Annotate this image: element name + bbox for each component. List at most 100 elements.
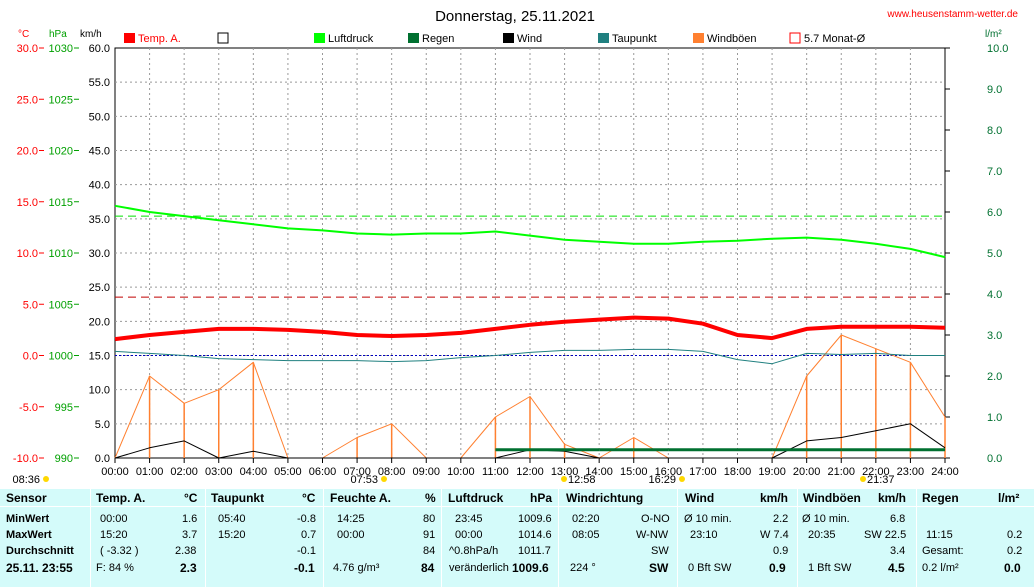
time-tick-label: 12:00	[516, 466, 544, 478]
rain-tick-label: 5.0	[987, 248, 1002, 260]
press-tick-label: 1025	[49, 94, 73, 106]
legend-label: Regen	[422, 33, 454, 45]
legend-label: 5.7 Monat-Ø	[804, 33, 866, 45]
rain-tick-label: 9.0	[987, 84, 1002, 96]
hum-avg: 84	[423, 545, 436, 557]
marker-label: 12:58	[568, 474, 596, 486]
legend-swatch	[124, 33, 135, 43]
legend-swatch	[314, 33, 325, 43]
gust-cur-note: 1 Bft SW	[808, 562, 852, 574]
temp-tick-label: -10.0	[13, 453, 38, 465]
time-tick-label: 23:00	[897, 466, 925, 478]
chart-title: Donnerstag, 25.11.2021	[435, 8, 595, 25]
hum-min-time: 14:25	[337, 513, 365, 525]
time-tick-label: 20:00	[793, 466, 821, 478]
weather-chart: Donnerstag, 25.11.2021 www.heusenstamm-w…	[12, 8, 1018, 486]
press-tick-label: 1030	[49, 43, 73, 55]
legend-swatch	[217, 32, 229, 44]
label-max: MaxWert	[6, 529, 52, 541]
marker-label: 08:36	[12, 474, 40, 486]
temp-cur-note: F: 84 %	[96, 562, 134, 574]
press-tick-label: 1010	[49, 248, 73, 260]
time-tick-label: 11:00	[482, 466, 509, 478]
temp-tick-label: 10.0	[17, 248, 38, 260]
press-current: 1009.6	[512, 561, 549, 575]
dir-min-time: 02:20	[572, 513, 600, 525]
temperature-line	[114, 315, 946, 342]
temp-unit: °C	[18, 29, 29, 40]
wind-max: W 7.4	[760, 529, 789, 541]
gust-max: SW 22.5	[864, 529, 907, 541]
marker-dot	[679, 476, 685, 482]
temp-max: 3.7	[182, 529, 198, 541]
time-markers: 08:36 07:53 12:58 16:29 21:37	[12, 474, 894, 486]
col-sep	[323, 489, 324, 587]
wind-tick-label: 25.0	[89, 282, 110, 294]
col-sep	[916, 489, 917, 587]
hum-cur-note: 4.76 g/m³	[333, 562, 380, 574]
dir-current: SW	[649, 561, 669, 575]
label-min: MinWert	[6, 513, 50, 525]
time-tick-label: 10:00	[447, 466, 475, 478]
col-sep	[558, 489, 559, 587]
temp-avg-note: ( -3.32 )	[100, 545, 139, 557]
hum-max: 91	[423, 529, 436, 541]
col-sep	[677, 489, 678, 587]
label-sensor: Sensor	[6, 491, 47, 505]
press-unit-label: hPa	[530, 491, 553, 505]
wind-max-time: 23:10	[690, 529, 718, 541]
hum-min: 80	[423, 513, 436, 525]
gust-avg: 3.4	[890, 545, 906, 557]
rain-tick-label: 6.0	[987, 207, 1002, 219]
legend-swatch	[693, 33, 704, 43]
temp-current: 2.3	[180, 561, 197, 575]
wind-tick-label: 0.0	[95, 453, 110, 465]
col-sep	[441, 489, 442, 587]
rain-current: 0.0	[1004, 561, 1021, 575]
dir-cur-note: 224 °	[570, 562, 596, 574]
rain-tick-label: 3.0	[987, 330, 1002, 342]
wind-tick-label: 35.0	[89, 214, 110, 226]
wind-min-time: Ø 10 min.	[684, 513, 732, 525]
rain-avg-note: Gesamt:	[922, 545, 964, 557]
gust-line	[114, 334, 946, 459]
rain-tick-label: 2.0	[987, 371, 1002, 383]
dewpoint-line	[114, 348, 945, 365]
dir-avg: SW	[651, 545, 669, 557]
rain-tick-label: 7.0	[987, 166, 1002, 178]
temp-min-time: 00:00	[100, 513, 128, 525]
press-avg: 1011.7	[518, 545, 551, 557]
stats-divider	[0, 506, 1034, 507]
legend-label: Taupunkt	[612, 33, 657, 45]
dir-max: W-NW	[636, 529, 669, 541]
marker-label: 21:37	[867, 474, 895, 486]
temp-tick-label: -5.0	[19, 402, 38, 414]
legend-label: Luftdruck	[328, 33, 374, 45]
wind-current: 0.9	[769, 561, 786, 575]
temp-tick-label: 5.0	[23, 299, 38, 311]
legend-swatch	[598, 33, 609, 43]
press-header: Luftdruck	[448, 491, 504, 505]
legend-label: Windböen	[707, 33, 757, 45]
rain-tick-label: 10.0	[987, 43, 1008, 55]
rain-max: 0.2	[1007, 529, 1023, 541]
hum-unit-label: %	[425, 491, 436, 505]
site-link[interactable]: www.heusenstamm-wetter.de	[886, 9, 1018, 20]
gust-header: Windböen	[803, 491, 861, 505]
marker-label: 07:53	[350, 474, 378, 486]
label-current: 25.11. 23:55	[6, 561, 73, 575]
press-tick-label: 1000	[49, 351, 73, 363]
rain-tick-label: 1.0	[987, 412, 1002, 424]
legend-swatch	[789, 32, 801, 44]
dir-min: O-NO	[641, 513, 670, 525]
col-sep	[90, 489, 91, 587]
dew-current: -0.1	[294, 561, 315, 575]
rain-max-time: 11:15	[926, 529, 953, 541]
dew-min-time: 05:40	[218, 513, 246, 525]
temp-tick-label: 20.0	[17, 146, 38, 158]
time-tick-label: 13:00	[551, 466, 579, 478]
marker-dot	[860, 476, 866, 482]
hum-header: Feuchte A.	[330, 491, 391, 505]
dew-header: Taupunkt	[211, 491, 265, 505]
gust-unit-label: km/h	[878, 491, 907, 505]
